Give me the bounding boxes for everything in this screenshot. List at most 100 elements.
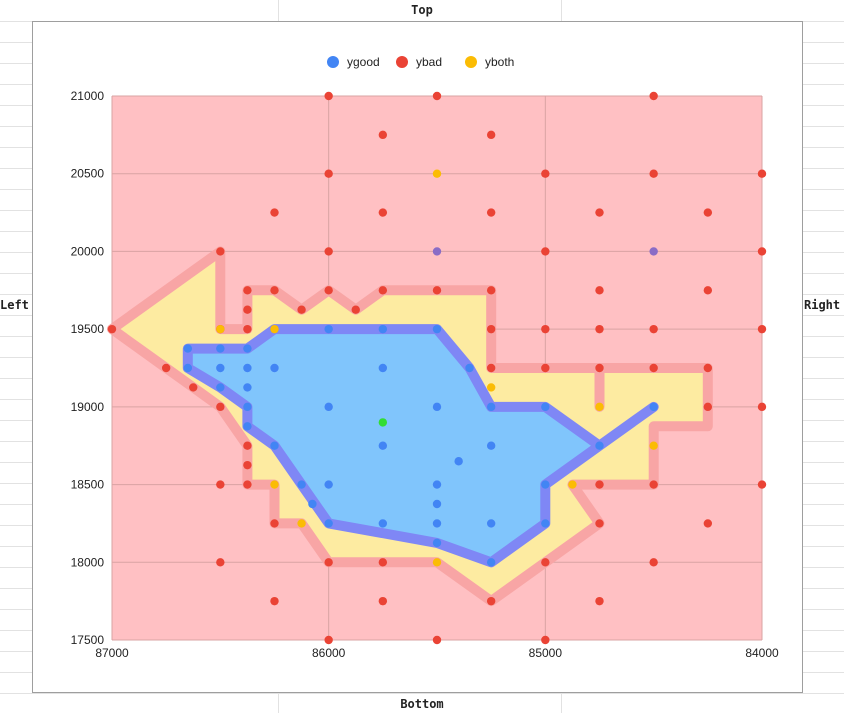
ygood-point: [324, 519, 333, 528]
legend-marker-ybad: [396, 56, 408, 68]
ybad-point: [324, 286, 333, 295]
ybad-point: [378, 558, 388, 567]
ybad-point: [243, 441, 252, 450]
ybad-point: [324, 635, 333, 645]
ybad-point: [649, 169, 658, 178]
ybad-point: [757, 324, 767, 334]
y-tick-label: 21000: [71, 89, 105, 103]
bottom-label: Bottom: [400, 697, 444, 711]
ybad-point: [541, 324, 550, 334]
ygood-point: [324, 324, 333, 334]
ybad-point: [324, 558, 333, 567]
ygood-point: [541, 402, 550, 412]
chart-container[interactable]: 17500 18000 18500 19000 19500 20000 20500 21000…: [32, 21, 803, 693]
ybad-point: [703, 402, 713, 412]
y-tick-label: 18500: [71, 478, 105, 492]
ybad-point: [486, 363, 496, 373]
ygood-point: [378, 363, 388, 373]
ygood-point: [486, 441, 496, 450]
ybad-point: [649, 558, 658, 567]
ybad-point: [757, 247, 767, 256]
ybad-point: [324, 247, 333, 256]
ybad-point: [757, 480, 767, 489]
ygood-point: [432, 499, 442, 509]
y-tick-label: 19000: [71, 400, 105, 414]
ybad-point: [378, 208, 388, 217]
ygood-point: [324, 480, 333, 489]
yboth-point: [649, 441, 658, 450]
right-label: Right: [804, 298, 841, 312]
ybad-point: [595, 596, 604, 606]
yboth-point: [568, 480, 577, 489]
legend-marker-yboth: [465, 56, 477, 68]
ygood-point: [216, 363, 225, 373]
ybad-point: [595, 519, 604, 528]
yboth-point: [270, 480, 279, 489]
ygood-point: [454, 457, 463, 466]
ygood-point: [649, 402, 658, 412]
ygood-point: [378, 441, 388, 450]
ygood-point: [243, 344, 252, 353]
ygood-point: [486, 402, 496, 412]
ygood-point: [243, 402, 252, 412]
ybad-point: [703, 208, 713, 217]
ybad-point: [216, 480, 225, 489]
ybad-point: [243, 480, 252, 489]
ygood-point: [541, 519, 550, 528]
special-point: [432, 247, 442, 256]
ybad-point: [595, 286, 604, 295]
ybad-point: [216, 247, 225, 256]
ybad-point: [270, 286, 279, 295]
ybad-point: [189, 383, 198, 392]
ybad-point: [297, 305, 306, 314]
x-tick-label: 87000: [95, 646, 129, 660]
ygood-point: [432, 538, 442, 548]
yboth-point: [432, 558, 442, 567]
ygood-point: [183, 363, 193, 373]
ybad-point: [541, 247, 550, 256]
ybad-point: [324, 169, 333, 178]
ybad-point: [243, 324, 252, 334]
ygood-point: [432, 402, 442, 412]
ybad-point: [649, 91, 658, 101]
ybad-point: [486, 130, 496, 140]
ybad-point: [378, 286, 388, 295]
ybad-point: [486, 208, 496, 217]
ybad-point: [270, 519, 279, 528]
ybad-point: [243, 460, 252, 470]
ybad-point: [541, 635, 550, 645]
ygood-point: [378, 519, 388, 528]
yboth-point: [270, 324, 279, 334]
ybad-point: [432, 635, 442, 645]
yboth-point: [486, 383, 496, 392]
ybad-point: [595, 363, 604, 373]
ygood-point: [324, 402, 333, 412]
ygood-point: [243, 383, 252, 392]
legend-label-ygood: ygood: [347, 55, 380, 69]
x-tick-label: 84000: [745, 646, 779, 660]
ybad-point: [351, 305, 360, 314]
ybad-point: [486, 286, 496, 295]
ygood-point: [183, 344, 193, 353]
legend-label-yboth: yboth: [485, 55, 514, 69]
legend-marker-ygood: [327, 56, 339, 68]
ygood-point: [432, 324, 442, 334]
ybad-point: [107, 324, 117, 334]
ygood-point: [432, 519, 442, 528]
y-tick-label: 19500: [71, 322, 105, 336]
ygood-point: [216, 344, 225, 353]
ygood-point: [486, 519, 496, 528]
ygood-point: [297, 480, 306, 489]
ygood-point: [465, 363, 474, 373]
ygood-point: [541, 480, 550, 489]
ygood-point: [216, 383, 225, 392]
y-tick-label: 20000: [71, 244, 105, 258]
x-tick-label: 85000: [529, 646, 563, 660]
ygood-point: [378, 324, 388, 334]
left-label: Left: [0, 298, 29, 312]
ygood-point: [270, 363, 279, 373]
yboth-point: [595, 402, 604, 412]
ybad-point: [595, 208, 604, 217]
ybad-point: [595, 480, 604, 489]
ygood-point: [243, 422, 252, 431]
